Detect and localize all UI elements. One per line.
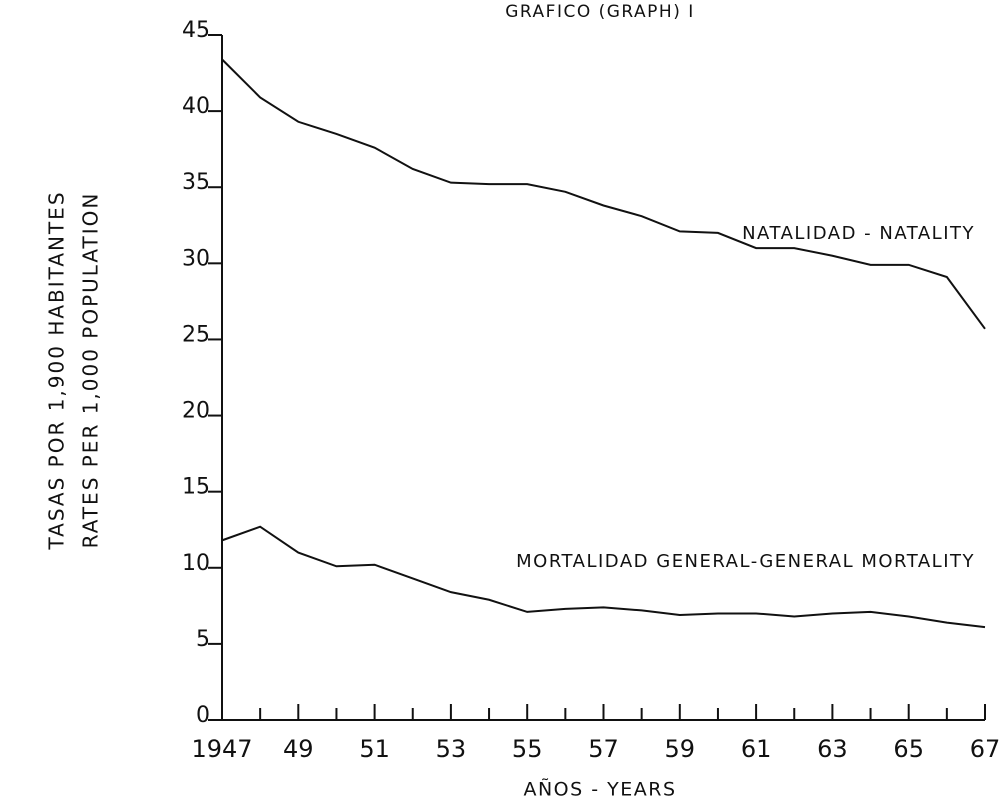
y-tick-label: 35 bbox=[182, 170, 210, 195]
y-tick-label: 5 bbox=[196, 627, 210, 652]
x-tick-label: 51 bbox=[359, 735, 390, 763]
y-tick-label: 20 bbox=[182, 399, 210, 424]
x-tick-label: 65 bbox=[893, 735, 924, 763]
x-tick-label: 55 bbox=[512, 735, 543, 763]
x-tick-label: 61 bbox=[741, 735, 772, 763]
x-tick-label: 57 bbox=[588, 735, 619, 763]
y-axis-label: TASAS POR 1,900 HABITANTES bbox=[45, 190, 69, 550]
y-tick-label: 45 bbox=[182, 18, 210, 43]
y-tick-label: 10 bbox=[182, 551, 210, 576]
y-tick-label: 0 bbox=[196, 703, 210, 728]
line-label: NATALIDAD - NATALITY bbox=[742, 223, 975, 244]
y-tick-label: 15 bbox=[182, 475, 210, 500]
chart-title: GRAFICO (GRAPH) I bbox=[505, 2, 695, 22]
x-axis-label: AÑOS - YEARS bbox=[523, 778, 676, 801]
x-tick-label: 63 bbox=[817, 735, 848, 763]
x-tick-label: 59 bbox=[665, 735, 696, 763]
line-label: MORTALIDAD GENERAL-GENERAL MORTALITY bbox=[516, 551, 975, 572]
y-tick-label: 40 bbox=[182, 94, 210, 119]
data-line bbox=[221, 525, 986, 629]
x-tick-label: 53 bbox=[436, 735, 467, 763]
x-tick-label: 49 bbox=[283, 735, 314, 763]
y-tick-label: 30 bbox=[182, 246, 210, 271]
x-tick-label: 67 bbox=[970, 735, 1001, 763]
data-line bbox=[221, 58, 986, 330]
y-tick-label: 25 bbox=[182, 322, 210, 347]
x-tick-label: 1947 bbox=[191, 735, 252, 763]
y-axis-label: RATES PER 1,000 POPULATION bbox=[79, 192, 103, 549]
